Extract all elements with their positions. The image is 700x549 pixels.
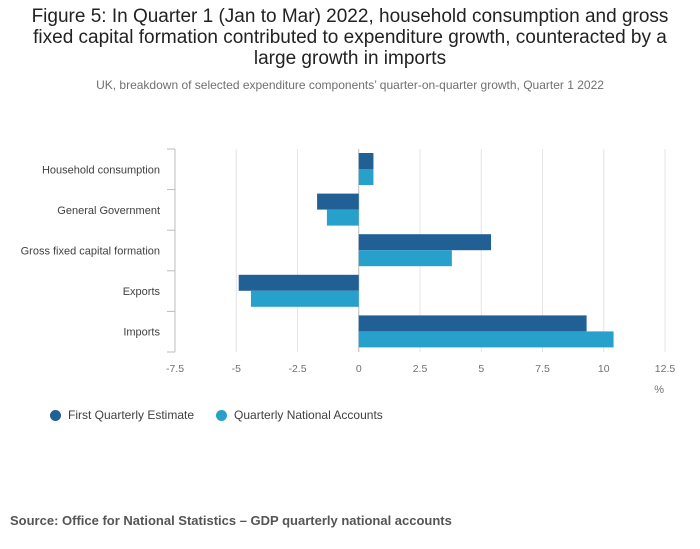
x-tick-label-7: 10 (598, 363, 610, 375)
bar-series0-4 (358, 315, 587, 332)
legend-item-qna: Quarterly National Accounts (216, 408, 383, 422)
x-tick-label-2: -2.5 (288, 363, 306, 375)
legend-label-first-estimate: First Quarterly Estimate (68, 408, 195, 422)
x-tick-label-8: 12.5 (655, 363, 676, 375)
category-label-3: Exports (123, 286, 161, 298)
legend-swatch-qna (216, 409, 228, 421)
x-tick-label-4: 2.5 (413, 363, 428, 375)
bar-series0-3 (238, 274, 359, 291)
x-tick-label-3: 0 (356, 363, 362, 375)
x-axis-unit-label: % (654, 384, 664, 396)
bar-series0-1 (317, 193, 359, 210)
x-tick-label-6: 7.5 (535, 363, 550, 375)
legend-swatch-first-estimate (50, 409, 61, 421)
bar-series0-2 (358, 234, 492, 251)
legend-label-qna: Quarterly National Accounts (234, 408, 383, 422)
bar-series1-3 (250, 290, 359, 307)
bar-series1-2 (358, 250, 452, 267)
category-label-4: Imports (123, 327, 160, 339)
x-tick-label-1: -5 (232, 363, 241, 375)
legend: First Quarterly Estimate Quarterly Natio… (50, 408, 383, 422)
category-label-2: Gross fixed capital formation (21, 246, 160, 258)
category-label-0: Household consumption (42, 164, 160, 176)
bar-series1-0 (358, 169, 374, 185)
x-tick-label-0: -7.5 (166, 363, 184, 375)
chart-title: Figure 5: In Quarter 1 (Jan to Mar) 2022… (31, 6, 669, 69)
source-note: Source: Office for National Statistics –… (10, 513, 452, 528)
x-tick-label-5: 5 (478, 363, 484, 375)
bar-series1-4 (358, 331, 614, 348)
legend-item-first-estimate: First Quarterly Estimate (50, 408, 194, 422)
bar-series1-1 (326, 209, 359, 226)
bar-series0-0 (358, 153, 374, 169)
chart-subtitle: UK, breakdown of selected expenditure co… (96, 78, 604, 92)
category-label-1: General Government (57, 205, 160, 217)
